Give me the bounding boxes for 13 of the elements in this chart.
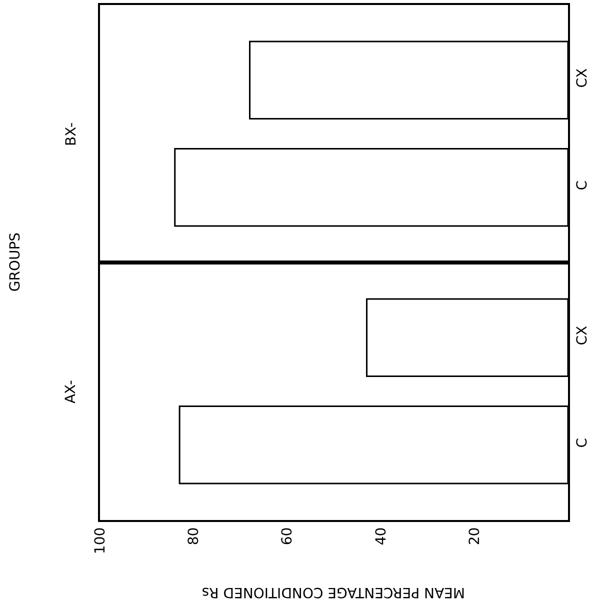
x-tick-label: 80 [186,527,202,546]
y-tick-label: C [574,180,591,190]
text: GROUPS [8,232,24,292]
y-tick-label: CX [574,325,591,346]
y-tick-label: CX [574,68,591,88]
x-tick-label: 40 [373,527,390,546]
y-axis-title: BX- [64,122,80,146]
y-tick-label: C [574,438,591,448]
x-tick-label: 60 [280,527,296,546]
x-tick-label: 100 [92,527,109,554]
y-axis-title: AX- [63,380,80,404]
x-axis-title: MEAN PERCENTAGE CONDITIONED Rs [202,584,465,600]
x-tick-label: 20 [466,527,483,546]
